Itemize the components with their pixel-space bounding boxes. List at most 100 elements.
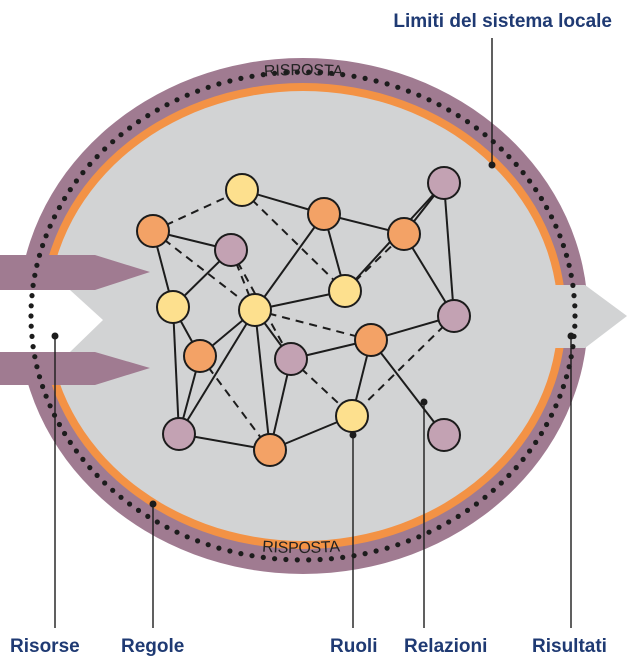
role-node-orange xyxy=(387,217,421,251)
boundary-dot xyxy=(436,524,442,530)
boundary-dot xyxy=(351,73,357,79)
boundary-dot xyxy=(195,538,201,544)
leader-dot-resources xyxy=(51,332,59,340)
boundary-dot xyxy=(127,501,133,507)
boundary-dot xyxy=(127,125,133,131)
label-resources: Risorse xyxy=(10,636,80,657)
relation-dashed xyxy=(230,249,256,311)
relation-solid xyxy=(172,306,180,435)
boundary-dot xyxy=(94,154,100,160)
network-roles xyxy=(136,166,471,467)
boundary-dot xyxy=(43,233,49,239)
boundary-dot xyxy=(118,494,124,500)
role-node-yellow xyxy=(335,399,369,433)
boundary-dot xyxy=(351,553,357,559)
boundary-dot xyxy=(145,513,151,520)
boundary-dot xyxy=(544,204,550,211)
boundary-dot xyxy=(135,507,142,513)
boundary-dot xyxy=(572,313,578,319)
boundary-dot xyxy=(405,88,411,94)
boundary-dot xyxy=(216,81,222,87)
boundary-dot xyxy=(384,545,390,551)
boundary-dot xyxy=(544,421,550,428)
leader-dot-relations xyxy=(420,398,428,406)
boundary-dot xyxy=(28,313,34,319)
leader-dot-boundary xyxy=(488,161,496,169)
boundary-dot xyxy=(32,354,38,360)
boundary-dot xyxy=(62,430,68,437)
boundary-dot xyxy=(118,132,124,138)
role-node-mauve xyxy=(437,299,471,333)
response-label-bottom: RISPOSTA xyxy=(262,538,341,557)
boundary-dot xyxy=(538,430,545,437)
boundary-dot xyxy=(110,487,116,493)
boundary-dot xyxy=(498,146,504,152)
boundary-dot xyxy=(560,383,567,390)
boundary-dot xyxy=(184,92,190,98)
boundary-dot xyxy=(30,344,36,350)
role-node-yellow xyxy=(328,274,362,308)
boundary-dot xyxy=(40,383,46,390)
boundary-dot xyxy=(473,501,479,507)
boundary-dot xyxy=(416,534,422,540)
boundary-dot xyxy=(436,102,442,108)
boundary-dot xyxy=(553,403,559,409)
label-results: Risultati xyxy=(532,636,607,657)
boundary-dot xyxy=(527,178,533,184)
boundary-dot xyxy=(317,69,323,76)
boundary-dot xyxy=(34,364,40,370)
leader-dot-roles xyxy=(349,431,357,439)
boundary-dot xyxy=(238,75,244,81)
boundary-dot xyxy=(416,92,422,98)
boundary-dot xyxy=(216,545,222,551)
role-node-mauve xyxy=(162,417,196,451)
boundary-dot xyxy=(135,119,142,125)
boundary-dot xyxy=(513,161,519,167)
boundary-dot xyxy=(73,178,79,184)
boundary-dot xyxy=(28,323,34,329)
boundary-dot xyxy=(464,507,471,513)
boundary-dot xyxy=(164,102,170,108)
boundary-dot xyxy=(328,556,334,562)
boundary-dot xyxy=(272,70,278,76)
boundary-dot xyxy=(395,84,401,90)
boundary-dot xyxy=(238,551,244,557)
role-node-yellow xyxy=(156,290,190,324)
boundary-dot xyxy=(548,214,555,220)
boundary-dot xyxy=(513,465,519,471)
boundary-dot xyxy=(62,195,68,202)
relation-dashed xyxy=(254,309,372,341)
boundary-dot xyxy=(227,78,233,84)
boundary-dot xyxy=(482,132,488,138)
label-relations: Relazioni xyxy=(404,636,487,657)
boundary-dot xyxy=(384,81,390,87)
role-node-orange xyxy=(354,323,388,357)
role-node-yellow xyxy=(238,293,272,327)
boundary-dot xyxy=(36,374,43,380)
boundary-dot xyxy=(306,69,312,75)
boundary-dot xyxy=(482,494,488,500)
boundary-dot xyxy=(36,252,43,258)
boundary-dot xyxy=(557,393,563,399)
boundary-dot xyxy=(455,513,461,520)
boundary-dot xyxy=(174,529,180,535)
boundary-dot xyxy=(570,282,576,288)
boundary-dot xyxy=(29,333,35,339)
boundary-dot xyxy=(184,534,190,540)
boundary-dot xyxy=(328,70,334,76)
boundary-dot xyxy=(29,293,35,299)
boundary-dot xyxy=(205,542,211,548)
boundary-dot xyxy=(563,252,570,258)
boundary-dot xyxy=(568,272,574,278)
boundary-dot xyxy=(533,187,539,193)
relation-dashed xyxy=(351,315,455,417)
boundary-dot xyxy=(395,542,401,548)
boundary-dot xyxy=(87,161,93,167)
boundary-dot xyxy=(506,154,512,160)
boundary-dot xyxy=(426,529,432,535)
boundary-dot xyxy=(506,472,512,478)
boundary-dot xyxy=(566,262,572,268)
boundary-dot xyxy=(571,293,577,299)
boundary-dot xyxy=(283,69,289,76)
response-label-top: RISPOSTA xyxy=(264,62,344,81)
